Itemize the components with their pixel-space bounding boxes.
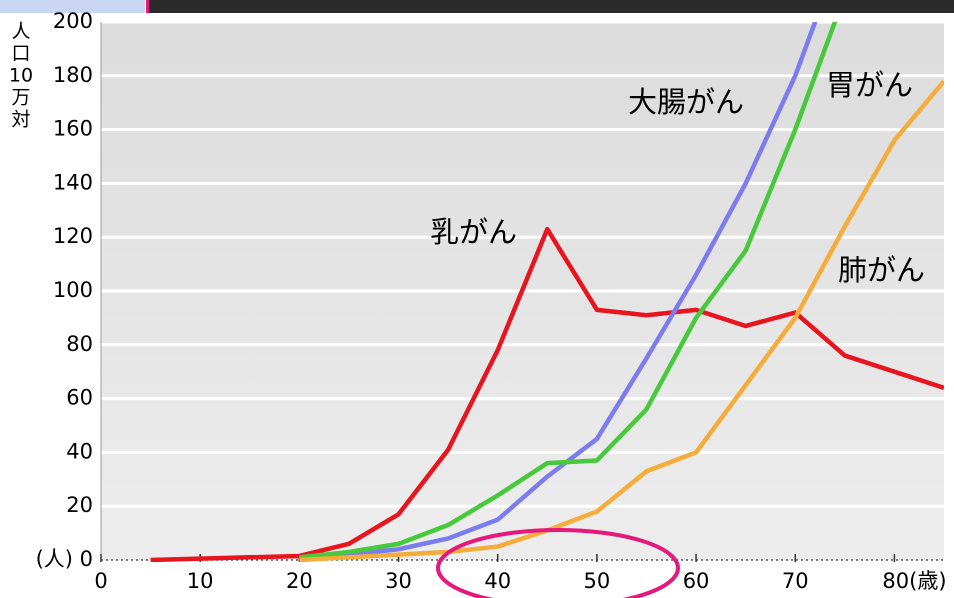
labels: (人) 0 20 40 60 80 100 120 140 160 180 200 0 10 20 30 40…	[9, 9, 947, 593]
series-line	[299, 79, 944, 562]
y-tick-label: 40	[66, 439, 93, 463]
top-band-edge	[146, 0, 149, 13]
y-axis-label: 対	[11, 109, 30, 131]
top-tab	[0, 0, 145, 13]
series-label: 胃がん	[826, 68, 913, 102]
lines	[150, 22, 944, 562]
x-tick-label: 70	[782, 569, 809, 593]
series-label: 肺がん	[838, 253, 925, 287]
series-line	[299, 22, 838, 560]
y-tick-label: 140	[53, 170, 93, 194]
x-tick-label: 20	[286, 569, 313, 593]
series-line	[299, 22, 818, 560]
y-tick-label: 100	[53, 278, 93, 302]
series-line	[150, 226, 944, 562]
x-tick-label: 60	[683, 569, 710, 593]
y-tick-label: 200	[53, 9, 93, 33]
y-axis-label: 10	[9, 65, 33, 87]
x-tick-label: 80(歳)	[882, 569, 946, 593]
x-tick-label: 50	[584, 569, 611, 593]
series-label: 乳がん	[430, 215, 517, 249]
top-band	[148, 0, 954, 13]
y-tick-label: 60	[66, 386, 93, 410]
x-tick-label: 30	[385, 569, 412, 593]
y-tick-label: 80	[66, 332, 93, 356]
y-tick-label: 180	[53, 63, 93, 87]
y-tick-label: 160	[53, 117, 93, 141]
x-tick-label: 10	[187, 569, 214, 593]
y-tick-label: 20	[66, 493, 93, 517]
y-axis-label: 口	[11, 43, 30, 65]
y-axis-label: 人	[11, 21, 30, 43]
x-tick-label: 40	[484, 569, 511, 593]
highlight-circle	[436, 528, 680, 598]
series-label: 大腸がん	[628, 85, 744, 119]
y-axis-label: 万	[11, 87, 30, 109]
y-tick-label: 120	[53, 224, 93, 248]
x-tick-label: 0	[94, 569, 107, 593]
y-tick-label: (人) 0	[36, 547, 93, 571]
